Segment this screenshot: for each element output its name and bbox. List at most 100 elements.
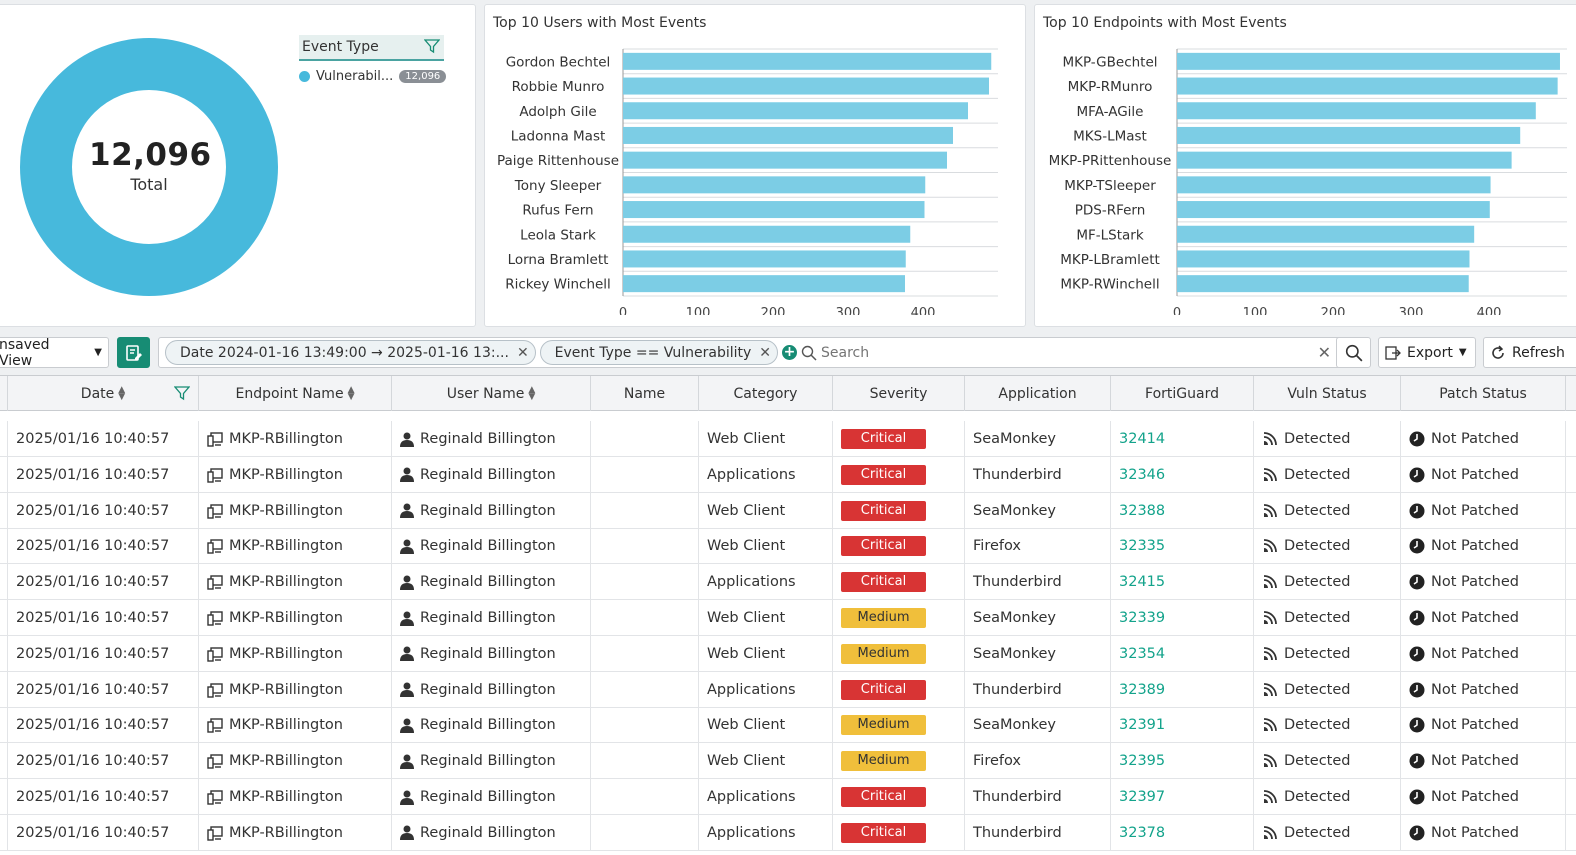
column-header-vuln-status[interactable]: Vuln Status [1254, 376, 1401, 411]
fortiguard-link[interactable]: 32346 [1119, 466, 1166, 483]
cell-fortiguard[interactable]: 32388 [1111, 492, 1254, 529]
cell-fortiguard[interactable]: 32354 [1111, 635, 1254, 672]
export-button[interactable]: Export ▼ [1378, 337, 1476, 368]
cell-category-text: Web Client [707, 538, 786, 555]
cell-application-text: SeaMonkey [973, 502, 1056, 519]
column-header-name[interactable]: Name [591, 376, 699, 411]
column-header-category[interactable]: Category [699, 376, 833, 411]
bar[interactable] [1177, 52, 1560, 70]
fortiguard-link[interactable]: 32391 [1119, 717, 1166, 734]
cell-fortiguard[interactable]: 32335 [1111, 528, 1254, 565]
save-view-button[interactable] [117, 337, 150, 368]
table-row[interactable]: 2025/01/16 10:40:57 MKP-RBillington Regina… [0, 528, 1576, 565]
add-filter-icon[interactable]: + [782, 344, 798, 360]
fortiguard-link[interactable]: 32389 [1119, 681, 1166, 698]
cell-date-text: 2025/01/16 10:40:57 [16, 717, 170, 734]
column-header-application[interactable]: Application [965, 376, 1111, 411]
cell-fortiguard[interactable]: 32414 [1111, 421, 1254, 457]
fortiguard-link[interactable]: 32397 [1119, 789, 1166, 805]
table-row[interactable]: 2025/01/16 10:40:57 MKP-RBillington Regina… [0, 743, 1576, 780]
column-header-vuln-status-label: Vuln Status [1287, 385, 1367, 402]
fortiguard-link[interactable]: 32378 [1119, 824, 1166, 841]
bar[interactable] [1177, 275, 1469, 293]
filter-bar[interactable]: Date 2024-01-16 13:49:00 → 2025-01-16 13… [158, 337, 1368, 368]
cell-fortiguard[interactable]: 32397 [1111, 779, 1254, 815]
search-button[interactable] [1336, 337, 1371, 368]
fortiguard-link[interactable]: 32388 [1119, 502, 1166, 519]
event-type-filter-chip[interactable]: Event Type == Vulnerability ✕ [539, 340, 779, 365]
table-row[interactable]: 2025/01/16 10:40:57 MKP-RBillington Regina… [0, 492, 1576, 529]
table-row[interactable]: 2025/01/16 10:40:57 MKP-RBillington Regina… [0, 421, 1576, 457]
bar[interactable] [1177, 250, 1470, 268]
table-row[interactable]: 2025/01/16 10:40:57 MKP-RBillington Regina… [0, 635, 1576, 672]
bar[interactable] [623, 201, 925, 219]
close-icon[interactable]: ✕ [759, 344, 772, 361]
cell-vuln-status-text: Detected [1284, 502, 1351, 519]
cell-fortiguard[interactable]: 32339 [1111, 600, 1254, 636]
fortiguard-link[interactable]: 32414 [1119, 431, 1166, 447]
bar[interactable] [1177, 151, 1512, 169]
bar[interactable] [623, 102, 968, 120]
cell-fortiguard[interactable]: 32415 [1111, 564, 1254, 601]
bar[interactable] [1177, 77, 1558, 95]
table-row[interactable]: 2025/01/16 10:40:57 MKP-RBillington Regina… [0, 671, 1576, 708]
column-header-fortiguard[interactable]: FortiGuard [1111, 376, 1254, 411]
cell-fortiguard[interactable]: 32395 [1111, 743, 1254, 780]
saved-view-dropdown[interactable]: nsaved View ▼ [0, 337, 109, 369]
sort-icon[interactable]: ▲ ▼ [347, 384, 355, 402]
fortiguard-link[interactable]: 32339 [1119, 610, 1166, 626]
cell-user: Reginald Billington [392, 600, 591, 636]
cell-patch-status: Not Patched [1401, 421, 1566, 457]
column-header-endpoint-name[interactable]: Endpoint Name ▲ ▼ [199, 376, 392, 411]
bar[interactable] [1177, 176, 1491, 194]
table-row[interactable]: 2025/01/16 10:40:57 MKP-RBillington Regina… [0, 564, 1576, 601]
bar[interactable] [623, 52, 992, 70]
cell-fortiguard[interactable]: 32389 [1111, 671, 1254, 708]
clear-search-icon[interactable]: ✕ [1317, 343, 1331, 362]
table-row[interactable]: 2025/01/16 10:40:57 MKP-RBillington Regina… [0, 600, 1576, 636]
column-header-severity-label: Severity [869, 385, 928, 402]
table-row[interactable]: 2025/01/16 10:40:57 MKP-RBillington Regina… [0, 456, 1576, 493]
bar[interactable] [623, 250, 906, 268]
close-icon[interactable]: ✕ [516, 344, 529, 361]
cell-date: 2025/01/16 10:40:57 [8, 671, 199, 708]
bar[interactable] [1177, 201, 1490, 219]
cell-patch-status-text: Not Patched [1431, 466, 1519, 483]
sort-icon[interactable]: ▲ ▼ [118, 384, 126, 402]
column-header-user-name[interactable]: User Name ▲ ▼ [392, 376, 591, 411]
fortiguard-link[interactable]: 32354 [1119, 645, 1166, 662]
bar[interactable] [623, 77, 989, 95]
bar[interactable] [1177, 225, 1475, 243]
table-row[interactable]: 2025/01/16 10:40:57 MKP-RBillington Regina… [0, 814, 1576, 851]
cell-fortiguard[interactable]: 32346 [1111, 456, 1254, 493]
fortiguard-link[interactable]: 32335 [1119, 538, 1166, 555]
cell-user: Reginald Billington [392, 671, 591, 708]
date-filter-chip[interactable]: Date 2024-01-16 13:49:00 → 2025-01-16 13… [165, 340, 536, 365]
cell-fortiguard[interactable]: 32378 [1111, 814, 1254, 851]
radar-icon [1262, 717, 1278, 733]
filter-icon[interactable] [173, 385, 191, 405]
search-input[interactable] [821, 344, 1222, 361]
fortiguard-link[interactable]: 32415 [1119, 574, 1166, 591]
legend-item-vulnerability[interactable]: Vulnerabil... 12,096 [299, 69, 447, 84]
cell-application-text: Thunderbird [973, 789, 1062, 805]
bar[interactable] [623, 151, 947, 169]
column-header-date[interactable]: Date ▲ ▼ [8, 376, 199, 411]
table-row[interactable]: 2025/01/16 10:40:57 MKP-RBillington Regina… [0, 779, 1576, 815]
bar[interactable] [623, 176, 926, 194]
column-header-severity[interactable]: Severity [833, 376, 965, 411]
donut-ring[interactable] [20, 38, 278, 296]
legend-filter-icon[interactable] [423, 38, 441, 58]
bar[interactable] [1177, 126, 1521, 144]
column-header-patch-status[interactable]: Patch Status [1401, 376, 1566, 411]
bar[interactable] [623, 275, 905, 293]
sort-icon[interactable]: ▲ ▼ [528, 384, 536, 402]
table-row[interactable]: 2025/01/16 10:40:57 MKP-RBillington Regina… [0, 707, 1576, 744]
refresh-button[interactable]: Refresh [1483, 337, 1576, 368]
bar[interactable] [1177, 102, 1536, 120]
fortiguard-link[interactable]: 32395 [1119, 753, 1166, 770]
cell-category: Web Client [699, 600, 833, 636]
bar[interactable] [623, 225, 911, 243]
cell-fortiguard[interactable]: 32391 [1111, 707, 1254, 744]
bar[interactable] [623, 126, 953, 144]
